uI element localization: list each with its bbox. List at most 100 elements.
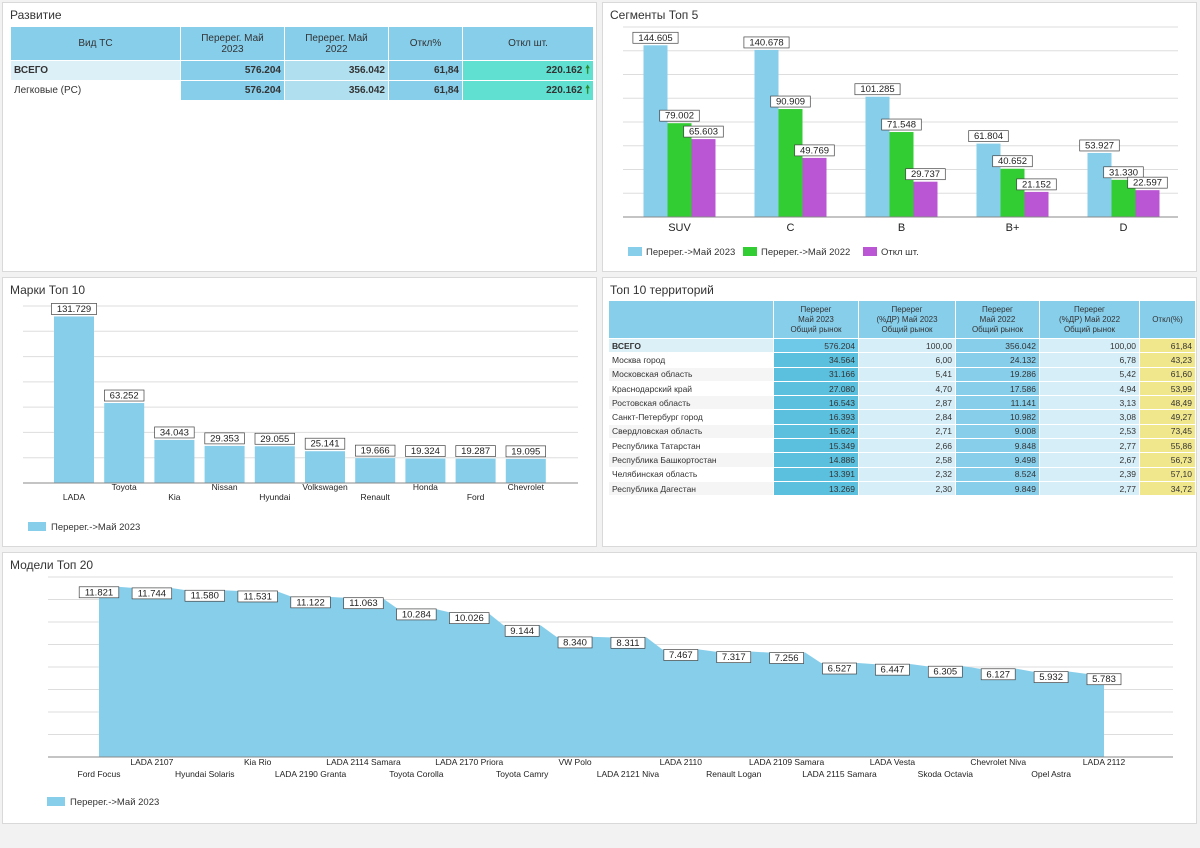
- data-label: 6.447: [881, 665, 905, 676]
- bar[interactable]: [455, 458, 496, 483]
- data-label: 11.821: [85, 587, 113, 598]
- x-tick-label: LADA 2170 Priora: [435, 757, 503, 767]
- legend-swatch: [628, 247, 642, 256]
- table-row[interactable]: Москва город 34.564 6,00 24.132 6,78 43,23: [608, 352, 1196, 368]
- header-line: Перерег: [982, 304, 1013, 314]
- legend-item[interactable]: Перерег.->Май 2022: [761, 247, 850, 258]
- cell-2023: 34.564: [773, 352, 859, 368]
- cell-share-2022: 2,67: [1039, 452, 1140, 468]
- table-row[interactable]: Республика Башкортостан 14.886 2,58 9.498 2,…: [608, 452, 1196, 468]
- x-tick-label: Kia: [168, 492, 181, 502]
- table-row[interactable]: Московская область 31.166 5,41 19.286 5,42 61…: [608, 366, 1196, 382]
- data-label: 53.927: [1085, 140, 1114, 151]
- col-header-pct[interactable]: Откл(%): [1139, 300, 1196, 339]
- cell-2023: 15.624: [773, 423, 859, 440]
- cell-share-2022: 2,39: [1039, 466, 1140, 482]
- col-header-vid[interactable]: Вид ТС: [10, 26, 181, 61]
- bar[interactable]: [643, 45, 668, 218]
- bar[interactable]: [355, 458, 396, 483]
- legend-item[interactable]: Перерег.->Май 2023: [646, 247, 735, 258]
- col-header-2022[interactable]: Перерег. Май 2022: [284, 26, 389, 61]
- bar[interactable]: [976, 143, 1001, 217]
- legend-item[interactable]: Откл шт.: [881, 247, 919, 258]
- data-label: 29.737: [911, 169, 940, 180]
- data-label-box: [396, 608, 437, 621]
- bar[interactable]: [802, 157, 827, 217]
- cell-region: Краснодарский край: [608, 380, 774, 397]
- data-label: 71.548: [887, 120, 916, 131]
- bar[interactable]: [865, 96, 890, 217]
- cell-2022: 9.498: [955, 452, 1040, 468]
- data-label: 11.580: [191, 591, 219, 602]
- data-label: 8.340: [563, 637, 587, 648]
- bar[interactable]: [754, 49, 779, 217]
- col-header-share-2023[interactable]: Перерег (%ДР) Май 2023 Общий рынок: [858, 300, 956, 339]
- bar[interactable]: [1087, 152, 1112, 217]
- territories-title: Топ 10 территорий: [610, 283, 714, 297]
- bar[interactable]: [913, 181, 938, 217]
- data-label: 90.909: [776, 97, 805, 108]
- bar[interactable]: [405, 458, 446, 483]
- col-header-diff[interactable]: Откл шт.: [462, 26, 594, 61]
- table-row[interactable]: Челябинская область 13.391 2,32 8.524 2,39 57…: [608, 466, 1196, 482]
- cell-share-2022: 4,94: [1039, 380, 1140, 397]
- col-header-pct[interactable]: Откл%: [388, 26, 463, 61]
- data-label-box: [78, 586, 120, 599]
- table-row[interactable]: Свердловская область 15.624 2,71 9.008 2,53 7…: [608, 423, 1196, 440]
- data-label-box: [51, 303, 97, 315]
- x-tick-label: Opel Astra: [1031, 769, 1071, 779]
- data-label-box: [290, 596, 331, 609]
- table-row[interactable]: ВСЕГО 576.204 356.042 61,84 220.162 🠕: [10, 60, 594, 81]
- data-label-box: [505, 445, 546, 458]
- x-tick-label: LADA 2107: [130, 757, 173, 767]
- bar[interactable]: [1135, 190, 1160, 217]
- x-tick-label: B+: [1006, 222, 1020, 234]
- cell-share-2023: 2,71: [858, 423, 956, 440]
- table-row[interactable]: ВСЕГО 576.204 100,00 356.042 100,00 61,84: [608, 337, 1196, 354]
- data-label: 131.729: [57, 304, 91, 315]
- bar[interactable]: [505, 458, 546, 483]
- data-label: 34.043: [160, 427, 189, 438]
- bar[interactable]: [1000, 168, 1025, 217]
- col-header-2023[interactable]: Перерег Май 2023 Общий рынок: [773, 300, 859, 339]
- table-row[interactable]: Ростовская область 16.543 2,87 11.141 3,13 48…: [608, 395, 1196, 411]
- cell-pct: 43,23: [1139, 352, 1196, 368]
- bar[interactable]: [667, 123, 692, 217]
- table-row[interactable]: Легковые (PC) 576.204 356.042 61,84 220.…: [10, 80, 594, 101]
- bar[interactable]: [778, 109, 803, 217]
- territories-panel: Топ 10 территорий Перерег Май 2023 Общий р…: [602, 277, 1197, 547]
- cell-share-2022: 5,42: [1039, 366, 1140, 382]
- razvitie-panel: Развитие Вид ТС Перерег. Май 2023 Перере…: [2, 2, 597, 272]
- cell-2023: 31.166: [773, 366, 859, 382]
- header-line: Перерег: [891, 304, 923, 314]
- table-row[interactable]: Республика Татарстан 15.349 2,66 9.848 2,77 5…: [608, 438, 1196, 454]
- cell-2023: 15.349: [773, 438, 859, 454]
- bar[interactable]: [54, 316, 94, 483]
- header-line: Общий рынок: [881, 324, 933, 334]
- col-header-2022[interactable]: Перерег Май 2022 Общий рынок: [955, 300, 1040, 339]
- data-label: 6.305: [933, 667, 957, 678]
- table-row[interactable]: Краснодарский край 27.080 4,70 17.586 4,94 53…: [608, 380, 1196, 397]
- col-header-share-2022[interactable]: Перерег (%ДР) Май 2022 Общий рынок: [1039, 300, 1140, 339]
- legend-item[interactable]: Перерег.->Май 2023: [51, 522, 140, 533]
- data-label-box: [659, 109, 700, 122]
- data-label-box: [355, 444, 396, 457]
- bar[interactable]: [204, 445, 245, 483]
- cell-2023: 576.204: [180, 80, 285, 101]
- col-header-2023[interactable]: Перерег. Май 2023: [180, 26, 285, 61]
- table-row[interactable]: Республика Дагестан 13.269 2,30 9.849 2,77 34…: [608, 480, 1196, 497]
- bar[interactable]: [254, 446, 295, 483]
- bar[interactable]: [104, 403, 145, 483]
- legend-item[interactable]: Перерег.->Май 2023: [70, 797, 159, 808]
- bar[interactable]: [154, 439, 195, 483]
- col-header-region[interactable]: [608, 300, 774, 339]
- bar[interactable]: [1024, 191, 1049, 217]
- area-series[interactable]: [99, 586, 1104, 757]
- table-row[interactable]: Санкт-Петербург город 16.393 2,84 10.982 3,0…: [608, 409, 1196, 425]
- bar[interactable]: [305, 451, 345, 483]
- bar[interactable]: [691, 139, 716, 217]
- x-tick-label: Hyundai: [259, 492, 290, 502]
- cell-2023: 576.204: [773, 337, 859, 354]
- x-tick-label: LADA 2114 Samara: [326, 757, 401, 767]
- cell-2023: 576.204: [180, 60, 285, 81]
